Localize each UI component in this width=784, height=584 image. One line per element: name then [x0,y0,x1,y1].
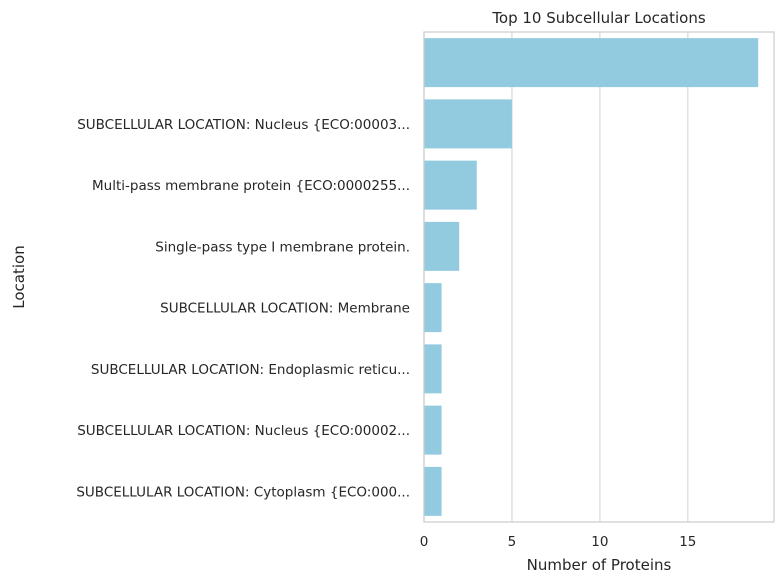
bar [424,99,512,149]
bar [424,160,477,210]
bar [424,283,442,333]
bar [424,221,460,271]
plot-frame [423,31,775,523]
x-axis-label: Number of Proteins [527,556,672,574]
bars [424,38,759,516]
y-category-labels: SUBCELLULAR LOCATION: Nucleus {ECO:00003… [76,117,410,501]
bar [424,38,759,88]
x-tick-labels: 0 5 10 15 [420,534,697,550]
y-category-label: SUBCELLULAR LOCATION: Nucleus {ECO:00003… [77,117,410,133]
y-category-label: SUBCELLULAR LOCATION: Membrane [160,301,410,317]
bar [424,466,442,516]
y-category-label: SUBCELLULAR LOCATION: Endoplasmic reticu… [91,362,410,378]
x-tick-label: 15 [679,534,696,550]
x-tick-label: 5 [508,534,517,550]
y-category-label: Multi-pass membrane protein {ECO:0000255… [92,178,410,194]
bar [424,344,442,394]
x-tick-label: 0 [420,534,429,550]
y-axis-label: Location [10,245,28,308]
y-category-label: SUBCELLULAR LOCATION: Nucleus {ECO:00002… [77,423,410,439]
bar [424,405,442,455]
y-category-label: SUBCELLULAR LOCATION: Cytoplasm {ECO:000… [76,484,410,500]
chart-title: Top 10 Subcellular Locations [491,9,706,27]
x-tick-label: 10 [591,534,608,550]
y-category-label: Single-pass type I membrane protein. [155,239,410,255]
